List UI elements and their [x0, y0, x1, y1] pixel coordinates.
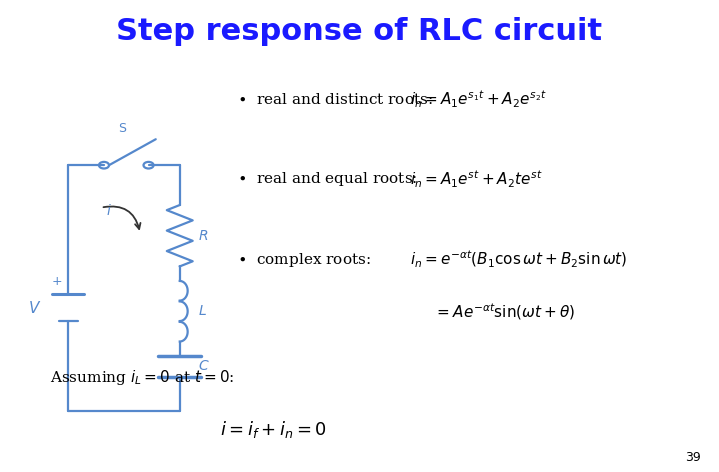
Text: $= Ae^{-\alpha t}\sin(\omega t + \theta)$: $= Ae^{-\alpha t}\sin(\omega t + \theta)… [434, 301, 574, 322]
Text: $i_n = A_1 e^{st} + A_2 t e^{st}$: $i_n = A_1 e^{st} + A_2 t e^{st}$ [410, 169, 543, 190]
Text: Assuming $i_L = 0$ at $t = 0$:: Assuming $i_L = 0$ at $t = 0$: [50, 368, 234, 387]
Text: +: + [52, 275, 62, 288]
Text: $i_n = e^{-\alpha t}(B_1 \cos\omega t + B_2 \sin\omega t)$: $i_n = e^{-\alpha t}(B_1 \cos\omega t + … [410, 249, 628, 270]
Text: Step response of RLC circuit: Step response of RLC circuit [116, 17, 603, 45]
Text: 39: 39 [685, 450, 701, 464]
Text: $i_n = A_1 e^{s_1 t} + A_2 e^{s_2 t}$: $i_n = A_1 e^{s_1 t} + A_2 e^{s_2 t}$ [410, 88, 546, 110]
Text: $C$: $C$ [198, 360, 209, 373]
Text: $\bullet$  real and distinct roots:: $\bullet$ real and distinct roots: [237, 92, 434, 107]
Text: $\bullet$  real and equal roots:: $\bullet$ real and equal roots: [237, 170, 418, 188]
Text: $R$: $R$ [198, 229, 208, 243]
Text: S: S [118, 121, 126, 135]
Text: $i = i_f + i_n = 0$: $i = i_f + i_n = 0$ [220, 419, 326, 440]
Text: $V$: $V$ [27, 300, 41, 316]
Text: $i$: $i$ [106, 202, 111, 218]
Text: $\bullet$  complex roots:: $\bullet$ complex roots: [237, 251, 371, 269]
Text: $L$: $L$ [198, 304, 206, 318]
